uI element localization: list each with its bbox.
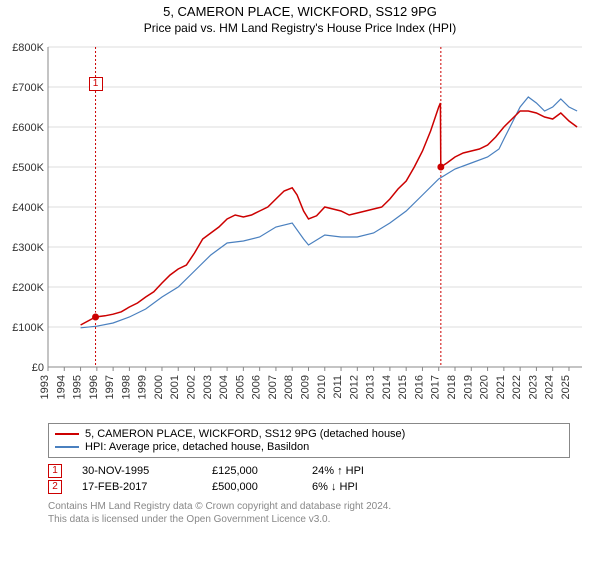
svg-text:1998: 1998 [120, 375, 132, 399]
svg-text:2010: 2010 [316, 375, 328, 399]
chart-area: £0 £100K £200K £300K £400K £500K £600K £700K £80… [0, 39, 600, 419]
svg-text:£500K: £500K [12, 162, 44, 174]
svg-text:£600K: £600K [12, 122, 44, 134]
svg-text:£200K: £200K [12, 282, 44, 294]
svg-text:2007: 2007 [267, 375, 279, 399]
chart-marker-1: 1 [89, 77, 103, 91]
svg-text:2009: 2009 [299, 375, 311, 399]
line-chart-svg: £0 £100K £200K £300K £400K £500K £600K £700K £80… [0, 39, 600, 419]
svg-text:1994: 1994 [55, 375, 67, 399]
svg-text:£0: £0 [32, 362, 44, 374]
svg-text:2011: 2011 [332, 375, 344, 399]
footer-attribution: Contains HM Land Registry data © Crown c… [48, 500, 570, 526]
svg-text:£800K: £800K [12, 42, 44, 54]
svg-text:1997: 1997 [104, 375, 116, 399]
svg-text:1996: 1996 [88, 375, 100, 399]
svg-text:2021: 2021 [495, 375, 507, 399]
chart-subtitle: Price paid vs. HM Land Registry's House … [0, 21, 600, 35]
svg-text:2018: 2018 [446, 375, 458, 399]
svg-text:1993: 1993 [39, 375, 51, 399]
svg-text:2019: 2019 [462, 375, 474, 399]
legend-label: HPI: Average price, detached house, Basi… [85, 441, 309, 453]
legend-swatch [55, 433, 79, 435]
event-row: 2 17-FEB-2017 £500,000 6% ↓ HPI [48, 480, 570, 494]
svg-text:2022: 2022 [511, 375, 523, 399]
svg-text:1995: 1995 [72, 375, 84, 399]
svg-text:2012: 2012 [348, 375, 360, 399]
svg-text:£300K: £300K [12, 242, 44, 254]
event-date: 17-FEB-2017 [82, 481, 192, 493]
legend-label: 5, CAMERON PLACE, WICKFORD, SS12 9PG (de… [85, 428, 405, 440]
svg-text:£400K: £400K [12, 202, 44, 214]
svg-text:2014: 2014 [381, 375, 393, 399]
svg-text:2005: 2005 [234, 375, 246, 399]
svg-text:2008: 2008 [283, 375, 295, 399]
chart-title: 5, CAMERON PLACE, WICKFORD, SS12 9PG [0, 4, 600, 19]
svg-text:2002: 2002 [186, 375, 198, 399]
event-date: 30-NOV-1995 [82, 465, 192, 477]
svg-text:2001: 2001 [169, 375, 181, 399]
svg-text:2023: 2023 [527, 375, 539, 399]
event-delta: 24% ↑ HPI [312, 465, 364, 477]
legend-box: 5, CAMERON PLACE, WICKFORD, SS12 9PG (de… [48, 423, 570, 458]
svg-text:£700K: £700K [12, 82, 44, 94]
svg-text:2025: 2025 [560, 375, 572, 399]
svg-text:2017: 2017 [430, 375, 442, 399]
event-price: £500,000 [212, 481, 292, 493]
svg-text:2003: 2003 [202, 375, 214, 399]
footer-line-1: Contains HM Land Registry data © Crown c… [48, 500, 570, 513]
footer-line-2: This data is licensed under the Open Gov… [48, 513, 570, 526]
event-price: £125,000 [212, 465, 292, 477]
legend-swatch [55, 446, 79, 448]
event-row: 1 30-NOV-1995 £125,000 24% ↑ HPI [48, 464, 570, 478]
svg-text:£100K: £100K [12, 322, 44, 334]
svg-text:2006: 2006 [251, 375, 263, 399]
event-delta: 6% ↓ HPI [312, 481, 358, 493]
events-table: 1 30-NOV-1995 £125,000 24% ↑ HPI 2 17-FEB-201… [48, 464, 570, 494]
svg-text:2020: 2020 [479, 375, 491, 399]
legend-item: 5, CAMERON PLACE, WICKFORD, SS12 9PG (de… [55, 428, 563, 440]
svg-text:1999: 1999 [137, 375, 149, 399]
legend-item: HPI: Average price, detached house, Basi… [55, 441, 563, 453]
svg-text:2000: 2000 [153, 375, 165, 399]
event-marker: 1 [48, 464, 62, 478]
svg-text:2013: 2013 [365, 375, 377, 399]
svg-text:2016: 2016 [413, 375, 425, 399]
svg-text:2015: 2015 [397, 375, 409, 399]
svg-text:2004: 2004 [218, 375, 230, 399]
svg-text:2024: 2024 [544, 375, 556, 399]
event-marker: 2 [48, 480, 62, 494]
